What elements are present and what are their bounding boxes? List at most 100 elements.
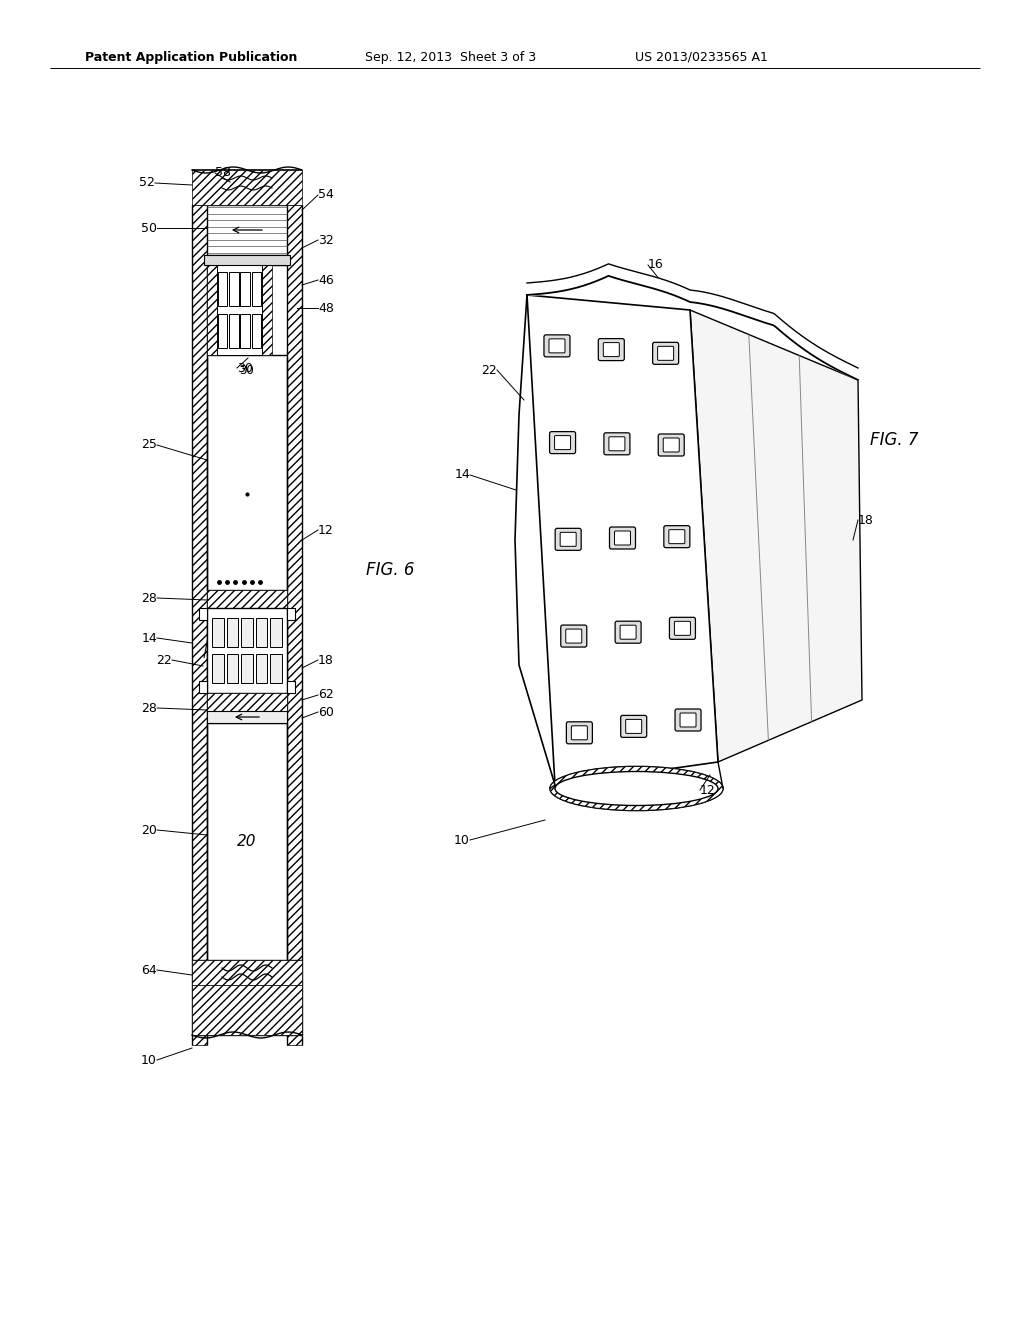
FancyBboxPatch shape <box>675 622 690 635</box>
Text: FIG. 7: FIG. 7 <box>870 432 919 449</box>
Text: 28: 28 <box>141 591 157 605</box>
FancyBboxPatch shape <box>560 532 577 546</box>
Bar <box>217 265 262 355</box>
Text: 12: 12 <box>318 524 334 536</box>
Text: 58: 58 <box>215 166 231 180</box>
Bar <box>252 272 261 306</box>
Bar <box>207 711 287 723</box>
Text: Sep. 12, 2013  Sheet 3 of 3: Sep. 12, 2013 Sheet 3 of 3 <box>365 50 537 63</box>
Text: 20: 20 <box>238 834 257 849</box>
Bar <box>229 272 239 306</box>
FancyBboxPatch shape <box>598 339 625 360</box>
FancyBboxPatch shape <box>571 726 588 739</box>
Bar <box>199 609 207 620</box>
Ellipse shape <box>550 767 723 810</box>
Bar <box>252 314 261 347</box>
FancyBboxPatch shape <box>621 626 636 639</box>
FancyBboxPatch shape <box>614 531 631 545</box>
Bar <box>262 265 272 355</box>
Bar <box>229 314 239 347</box>
Bar <box>270 655 282 684</box>
FancyBboxPatch shape <box>566 630 582 643</box>
Ellipse shape <box>550 767 723 810</box>
Bar <box>287 205 302 1045</box>
FancyBboxPatch shape <box>549 339 565 352</box>
Text: 52: 52 <box>139 177 155 190</box>
Text: 48: 48 <box>318 301 334 314</box>
Text: 25: 25 <box>141 438 157 451</box>
Text: 32: 32 <box>318 234 334 247</box>
Text: 14: 14 <box>455 469 470 482</box>
Text: 64: 64 <box>141 964 157 977</box>
Text: 20: 20 <box>141 824 157 837</box>
FancyBboxPatch shape <box>561 626 587 647</box>
Bar <box>193 985 302 1035</box>
Ellipse shape <box>555 771 718 805</box>
FancyBboxPatch shape <box>652 342 679 364</box>
Text: 18: 18 <box>858 513 873 527</box>
Bar <box>287 681 295 693</box>
FancyBboxPatch shape <box>609 527 636 549</box>
Bar <box>218 272 227 306</box>
Bar <box>242 618 253 647</box>
Bar <box>212 655 224 684</box>
Bar <box>193 205 207 1045</box>
Text: 16: 16 <box>648 259 664 272</box>
Text: Patent Application Publication: Patent Application Publication <box>85 50 297 63</box>
Bar <box>207 609 287 693</box>
FancyBboxPatch shape <box>566 722 592 743</box>
Bar <box>193 960 302 985</box>
FancyBboxPatch shape <box>615 622 641 643</box>
FancyBboxPatch shape <box>664 438 679 451</box>
Bar <box>227 618 239 647</box>
FancyBboxPatch shape <box>609 437 625 451</box>
Polygon shape <box>527 294 718 785</box>
Bar <box>270 618 282 647</box>
Bar <box>242 655 253 684</box>
Bar <box>207 693 287 711</box>
Polygon shape <box>690 310 862 762</box>
Text: 28: 28 <box>141 701 157 714</box>
Bar <box>207 590 287 609</box>
Text: 60: 60 <box>318 705 334 718</box>
FancyBboxPatch shape <box>621 715 647 738</box>
FancyBboxPatch shape <box>604 433 630 455</box>
Bar <box>287 609 295 620</box>
FancyBboxPatch shape <box>603 343 620 356</box>
Bar <box>199 681 207 693</box>
FancyBboxPatch shape <box>680 713 696 727</box>
Bar <box>256 655 267 684</box>
Text: 14: 14 <box>141 631 157 644</box>
Text: FIG. 6: FIG. 6 <box>366 561 415 579</box>
Text: 18: 18 <box>318 653 334 667</box>
Text: 30: 30 <box>237 362 253 375</box>
Bar <box>227 655 239 684</box>
FancyBboxPatch shape <box>658 434 684 455</box>
Text: 10: 10 <box>141 1053 157 1067</box>
FancyBboxPatch shape <box>550 432 575 454</box>
FancyBboxPatch shape <box>626 719 642 734</box>
FancyBboxPatch shape <box>555 528 582 550</box>
Text: US 2013/0233565 A1: US 2013/0233565 A1 <box>635 50 768 63</box>
Bar <box>241 314 250 347</box>
FancyBboxPatch shape <box>669 529 685 544</box>
Bar <box>256 618 267 647</box>
FancyBboxPatch shape <box>657 346 674 360</box>
Text: 50: 50 <box>141 222 157 235</box>
Bar <box>212 618 224 647</box>
FancyBboxPatch shape <box>670 618 695 639</box>
FancyBboxPatch shape <box>675 709 701 731</box>
Bar <box>241 272 250 306</box>
Text: 46: 46 <box>318 273 334 286</box>
Text: 30: 30 <box>240 363 254 376</box>
Text: 54: 54 <box>318 189 334 202</box>
Text: 10: 10 <box>454 833 470 846</box>
Text: 22: 22 <box>481 363 497 376</box>
Text: 62: 62 <box>318 689 334 701</box>
Bar <box>193 170 302 205</box>
Bar <box>204 255 290 265</box>
Text: 22: 22 <box>157 653 172 667</box>
FancyBboxPatch shape <box>544 335 570 356</box>
Bar <box>207 265 217 355</box>
Text: 12: 12 <box>700 784 716 796</box>
